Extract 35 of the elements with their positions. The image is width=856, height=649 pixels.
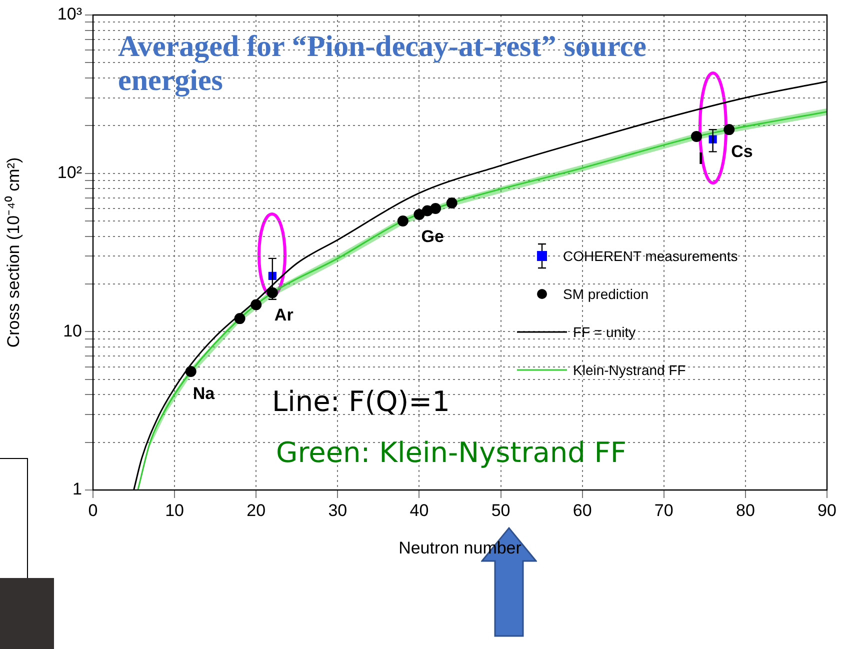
annotation: Ge (421, 227, 444, 246)
legend-label: COHERENT measurements (563, 248, 738, 264)
point (397, 215, 408, 226)
legend-label: FF = unity (573, 324, 636, 340)
annotation: Line: F(Q)=1 (272, 385, 450, 418)
x-tick-label: 20 (246, 500, 266, 520)
point (414, 208, 425, 220)
x-tick-label: 50 (491, 500, 510, 520)
x-tick-label: 60 (572, 500, 592, 520)
point (724, 124, 735, 136)
point (446, 197, 458, 208)
legend-label: SM prediction (563, 286, 649, 302)
point (234, 313, 246, 324)
y-tick-label: 10² (57, 163, 82, 182)
x-tick-label: 90 (818, 500, 836, 520)
x-tick-label: 0 (88, 500, 98, 520)
annotation: Ar (274, 305, 294, 324)
x-tick-label: 80 (736, 500, 755, 520)
point (691, 130, 702, 142)
point (430, 202, 442, 214)
y-tick-label: 10 (63, 321, 82, 340)
x-tick-label: 10 (165, 500, 184, 520)
annotation: Averaged for “Pion-decay-at-rest” source energies (118, 30, 648, 98)
annotation: Cs (731, 142, 753, 162)
y-tick-label: 1 (72, 480, 82, 499)
x-tick-label: 30 (328, 500, 348, 520)
annotation: Na (192, 384, 216, 404)
point (185, 366, 196, 378)
y-axis-title: Cross section (10⁻⁴⁰ cm²) (4, 157, 23, 348)
annotation: Green: Klein-Nystrand FF (276, 436, 627, 469)
legend-label: Klein-Nystrand FF (573, 362, 686, 378)
y-tick-label: 10³ (57, 4, 82, 24)
x-tick-label: 70 (654, 500, 674, 520)
point (250, 299, 262, 310)
x-tick-label: 40 (410, 500, 429, 520)
